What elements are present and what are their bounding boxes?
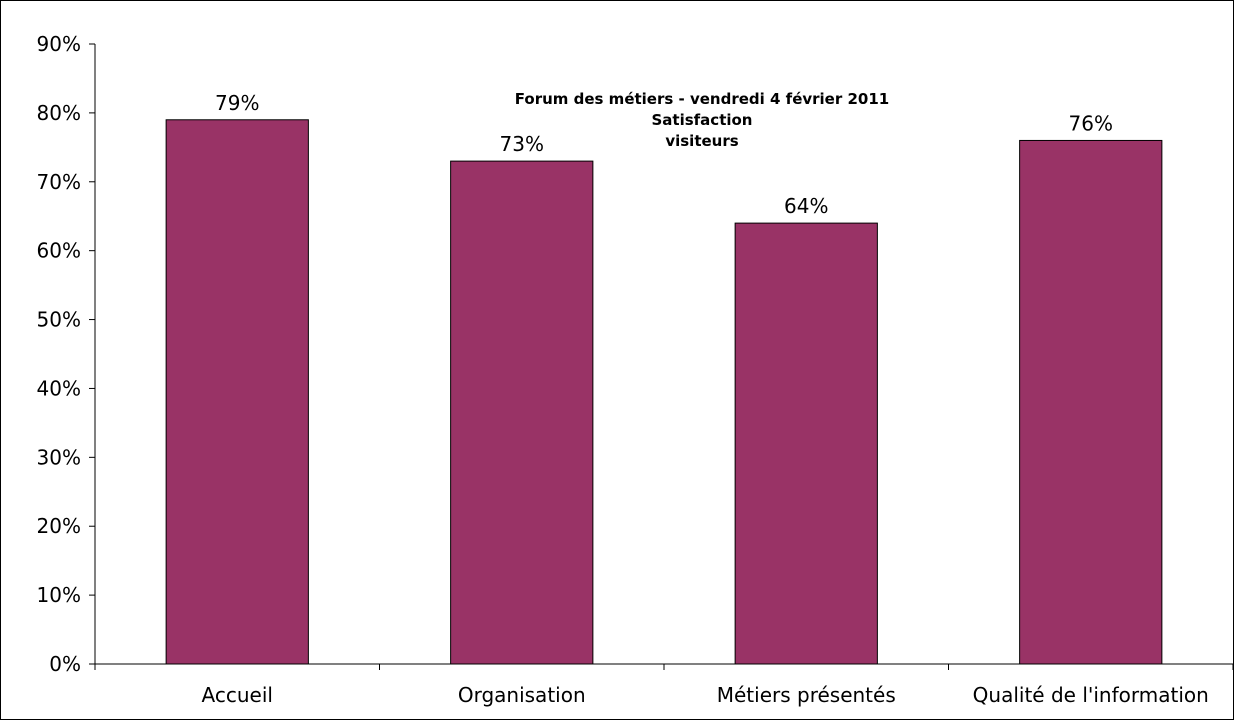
y-tick-label: 10% [37,583,81,607]
bar [165,119,309,665]
data-labels: 79% 73% 64% 76% [215,91,1113,218]
bar [1019,139,1163,665]
y-axis: 0% 10% 20% 30% 40% 50% 60% 70% 80% 90% [37,32,96,676]
category-label: Qualité de l'information [973,683,1209,707]
x-axis: Accueil Organisation Métiers présentés Qual… [94,663,1234,707]
y-tick-label: 20% [37,514,81,538]
data-label: 73% [500,132,544,156]
y-tick-label: 40% [37,376,81,400]
y-tick-label: 60% [37,239,81,263]
y-tick-label: 80% [37,101,81,125]
chart-title-line: Forum des métiers - vendredi 4 février 2… [515,90,889,108]
y-tick-label: 70% [37,170,81,194]
chart-title: Forum des métiers - vendredi 4 février 2… [515,90,889,150]
chart-title-line: visiteurs [665,132,738,150]
bar [450,160,594,665]
chart-title-line: Satisfaction [651,111,752,129]
category-label: Accueil [202,683,273,707]
y-tick-label: 0% [49,652,81,676]
category-label: Métiers présentés [717,683,896,707]
bar [734,222,878,665]
category-label: Organisation [458,683,586,707]
y-tick-label: 50% [37,308,81,332]
y-tick-label: 30% [37,445,81,469]
data-label: 76% [1069,111,1113,135]
y-tick-label: 90% [37,32,81,56]
data-label: 64% [784,194,828,218]
data-label: 79% [215,91,259,115]
bars [165,119,1163,665]
